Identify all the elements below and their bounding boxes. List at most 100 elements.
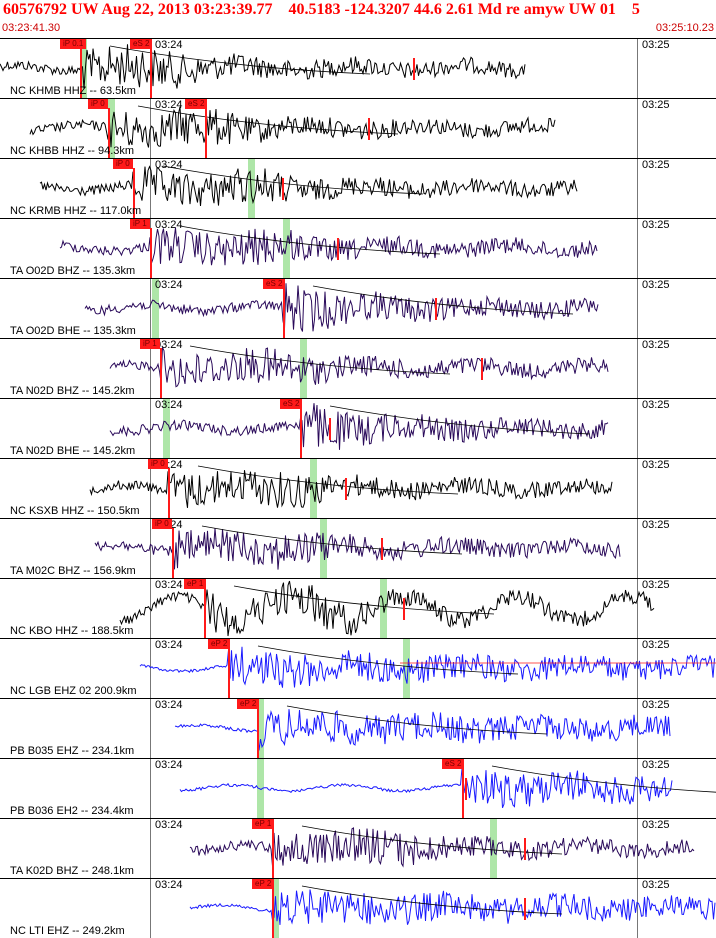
- p-pick[interactable]: iP 1: [140, 339, 160, 349]
- p-pick-line: [80, 48, 82, 98]
- waveform-trace: [119, 580, 655, 637]
- p-pick[interactable]: eP 2: [208, 639, 231, 649]
- seismogram-panel[interactable]: 03:24 03:25 eP 1 NC KBO HHZ -- 188.5km: [0, 578, 716, 638]
- time-tick: [637, 98, 638, 158]
- amplitude-marker[interactable]: [524, 898, 526, 920]
- amplitude-marker[interactable]: [368, 118, 370, 140]
- waveform-trace: [39, 165, 578, 207]
- time-tick: [637, 578, 638, 638]
- moveout-curve: [197, 465, 459, 495]
- waveform-trace: [174, 709, 671, 751]
- panel-separator: [0, 338, 716, 339]
- station-label: NC LGB EHZ 02 200.9km: [10, 685, 137, 697]
- amplitude-marker[interactable]: [435, 298, 437, 320]
- p-pick[interactable]: eP 2: [252, 879, 275, 889]
- time-tick: [637, 218, 638, 278]
- moveout-band: [80, 38, 87, 98]
- moveout-band: [283, 218, 290, 278]
- time-tick: [150, 578, 151, 638]
- panel-separator: [0, 398, 716, 399]
- s-pick[interactable]: eS 2: [185, 99, 208, 109]
- time-tick: [150, 278, 151, 338]
- p-pick[interactable]: iP 0.1: [60, 39, 87, 49]
- p-pick-line: [172, 528, 174, 578]
- seismogram-panel[interactable]: 03:24 03:25 eP 1 TA K02D BHZ -- 248.1km: [0, 818, 716, 878]
- time-tick-label: 03:24: [155, 39, 183, 51]
- s-pick[interactable]: eS 2: [442, 759, 465, 769]
- p-pick[interactable]: iP 1: [130, 219, 150, 229]
- waveform-trace: [189, 827, 695, 868]
- seismogram-panel[interactable]: 03:24 03:25 eS 2 TA N02D BHE -- 145.2km: [0, 398, 716, 458]
- seismogram-panel[interactable]: 03:24 03:25 eP 2 NC LGB EHZ 02 200.9km: [0, 638, 716, 698]
- seismogram-panel[interactable]: 03:24 03:25 iP 0 NC KSXB HHZ -- 150.5km: [0, 458, 716, 518]
- p-pick[interactable]: eP 1: [184, 579, 207, 589]
- s-pick[interactable]: eS 2: [263, 279, 286, 289]
- time-tick-label: 03:25: [642, 99, 670, 111]
- time-tick-label: 03:24: [155, 99, 183, 111]
- amplitude-marker[interactable]: [345, 478, 347, 500]
- seismogram-panel[interactable]: 03:24 03:25 iP 0 NC KRMB HHZ -- 117.0km: [0, 158, 716, 218]
- amplitude-marker[interactable]: [481, 358, 483, 380]
- time-tick: [150, 698, 151, 758]
- p-pick[interactable]: iP 0: [152, 519, 172, 529]
- amplitude-marker[interactable]: [413, 58, 415, 80]
- moveout-curve: [201, 525, 463, 555]
- p-pick[interactable]: eP 2: [237, 699, 260, 709]
- seismogram-panel[interactable]: 03:24 03:25 eP 2 PB B035 EHZ -- 234.1km: [0, 698, 716, 758]
- seismogram-panel[interactable]: 03:24 03:25 iP 1 TA N02D BHZ -- 145.2km: [0, 338, 716, 398]
- amplitude-marker[interactable]: [381, 538, 383, 560]
- station-label: TA K02D BHZ -- 248.1km: [10, 865, 134, 877]
- time-tick: [150, 878, 151, 938]
- amplitude-marker[interactable]: [403, 598, 405, 620]
- amplitude-marker[interactable]: [337, 238, 339, 260]
- seismogram-panel[interactable]: 03:24 03:25 eS 2 PB B036 EH2 -- 234.4km: [0, 758, 716, 818]
- amplitude-marker[interactable]: [465, 778, 467, 800]
- station-label: TA N02D BHZ -- 145.2km: [10, 385, 135, 397]
- p-pick-line: [168, 468, 170, 518]
- time-tick-label: 03:25: [642, 399, 670, 411]
- waveform: [109, 345, 609, 388]
- p-pick-line: [204, 588, 206, 638]
- station-label: TA O02D BHZ -- 135.3km: [10, 265, 136, 277]
- time-tick: [637, 518, 638, 578]
- amplitude-marker[interactable]: [329, 418, 331, 440]
- moveout-curve: [109, 45, 371, 75]
- station-label: TA O02D BHE -- 135.3km: [10, 325, 136, 337]
- seismogram-panel[interactable]: 03:24 03:25 iP 0.1 eS 2 NC KHMB HHZ -- 63.5k…: [0, 38, 716, 98]
- s-pick-line: [462, 768, 464, 818]
- time-tick: [150, 758, 151, 818]
- time-tick: [150, 818, 151, 878]
- p-pick-line: [257, 708, 259, 758]
- seismogram-panel[interactable]: 03:24 03:25 iP 0 eS 2 NC KHBB HHZ -- 94.3km: [0, 98, 716, 158]
- station-label: TA N02D BHE -- 145.2km: [10, 445, 136, 457]
- seismogram-panel[interactable]: 03:24 03:25 iP 1 TA O02D BHZ -- 135.3km: [0, 218, 716, 278]
- time-tick: [150, 338, 151, 398]
- station-label: PB B035 EHZ -- 234.1km: [10, 745, 135, 757]
- time-tick-label: 03:24: [155, 639, 183, 651]
- time-tick: [150, 398, 151, 458]
- p-pick-line: [272, 888, 274, 938]
- panel-separator: [0, 158, 716, 159]
- p-pick[interactable]: iP 0: [88, 99, 108, 109]
- station-label: NC KRMB HHZ -- 117.0km: [10, 205, 142, 217]
- waveform: [109, 403, 609, 450]
- s-pick[interactable]: eS 2: [280, 399, 303, 409]
- time-tick: [637, 38, 638, 98]
- station-label: TA M02C BHZ -- 156.9km: [10, 565, 136, 577]
- amplitude-marker[interactable]: [282, 178, 284, 200]
- s-pick[interactable]: eS 2: [130, 39, 153, 49]
- time-tick: [150, 518, 151, 578]
- p-pick[interactable]: eP 1: [252, 819, 275, 829]
- seismogram-panel[interactable]: 03:24 03:25 eS 2 TA O02D BHE -- 135.3km: [0, 278, 716, 338]
- waveform-trace: [109, 347, 609, 388]
- waveform: [39, 165, 578, 207]
- amplitude-marker[interactable]: [524, 838, 526, 860]
- time-tick-label: 03:25: [642, 459, 670, 471]
- p-pick[interactable]: iP 0: [148, 459, 168, 469]
- seismogram-panel[interactable]: 03:24 03:25 eP 2 NC LTI EHZ -- 249.2km: [0, 878, 716, 938]
- time-tick: [637, 398, 638, 458]
- waveform-trace: [179, 768, 673, 808]
- p-pick[interactable]: iP 0: [113, 159, 133, 169]
- panel-separator: [0, 698, 716, 699]
